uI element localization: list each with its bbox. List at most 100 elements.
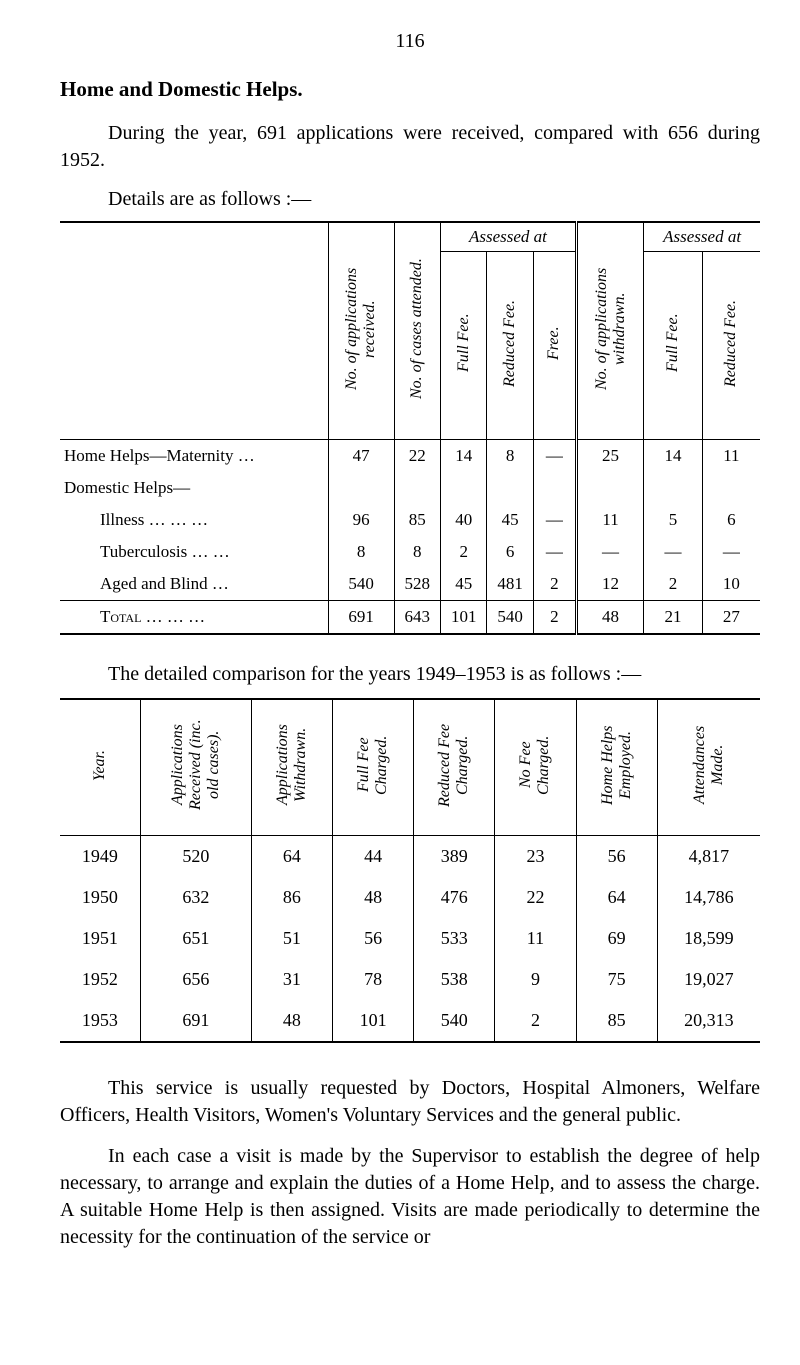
col-apps-received: Applications Received (inc. old cases). <box>169 710 223 820</box>
cell: 18,599 <box>657 918 760 959</box>
table-row: 1949520644438923564,817 <box>60 836 760 878</box>
cell: 101 <box>440 601 486 635</box>
cell: 44 <box>333 836 414 878</box>
cell: 45 <box>440 568 486 601</box>
row-label: Home Helps—Maternity … <box>60 440 328 473</box>
col-assessed-at-b: Assessed at <box>644 222 760 252</box>
table-row-total: Total … … … 691 643 101 540 2 48 21 27 <box>60 601 760 635</box>
cell: 64 <box>576 877 657 918</box>
col-full-fee: Full Fee Charged. <box>355 710 391 820</box>
cell: 10 <box>702 568 760 601</box>
cell: 56 <box>576 836 657 878</box>
cell: 20,313 <box>657 1000 760 1042</box>
col-cases-attended: No. of cases attended. <box>406 244 428 414</box>
body-paragraph-1: This service is usually requested by Doc… <box>60 1075 760 1129</box>
cell: 6 <box>487 536 533 568</box>
cell: 1951 <box>60 918 140 959</box>
cell: 8 <box>394 536 440 568</box>
col-apps-withdrawn: Applications Withdrawn. <box>274 710 310 820</box>
comparison-line: The detailed comparison for the years 19… <box>60 663 760 686</box>
table-row: 19506328648476226414,786 <box>60 877 760 918</box>
cell: 8 <box>487 440 533 473</box>
cell: — <box>533 536 576 568</box>
table-row: 19516515156533116918,599 <box>60 918 760 959</box>
cell: 11 <box>495 918 576 959</box>
cell: 538 <box>414 959 495 1000</box>
cell: 56 <box>333 918 414 959</box>
table-row: Illness … … … 96 85 40 45 — 11 5 6 <box>60 504 760 536</box>
cell: 2 <box>495 1000 576 1042</box>
col-attendances: Attendances Made. <box>691 710 727 820</box>
cell: 6 <box>702 504 760 536</box>
cell: 69 <box>576 918 657 959</box>
cell: 85 <box>394 504 440 536</box>
cell: 540 <box>414 1000 495 1042</box>
cell: 528 <box>394 568 440 601</box>
cell: 2 <box>533 568 576 601</box>
summary-table: No. of applications received. No. of cas… <box>60 221 760 635</box>
cell: 48 <box>333 877 414 918</box>
cell: 21 <box>644 601 703 635</box>
col-assessed-at-a: Assessed at <box>440 222 576 252</box>
col-reduced-fee: Reduced Fee Charged. <box>436 710 472 820</box>
cell: 1953 <box>60 1000 140 1042</box>
cell: — <box>702 536 760 568</box>
cell: 75 <box>576 959 657 1000</box>
body-paragraph-2: In each case a visit is made by the Supe… <box>60 1143 760 1251</box>
cell: 47 <box>328 440 394 473</box>
comparison-table: Year. Applications Received (inc. old ca… <box>60 698 760 1043</box>
cell: 11 <box>702 440 760 473</box>
cell: 643 <box>394 601 440 635</box>
col-free-a: Free. <box>543 258 565 428</box>
cell: 632 <box>140 877 251 918</box>
cell: 1952 <box>60 959 140 1000</box>
cell: 51 <box>251 918 332 959</box>
row-label: Tuberculosis … … <box>60 536 328 568</box>
cell: 12 <box>576 568 643 601</box>
cell: 540 <box>328 568 394 601</box>
cell: 23 <box>495 836 576 878</box>
cell: 86 <box>251 877 332 918</box>
details-line: Details are as follows :— <box>60 188 760 211</box>
cell: 96 <box>328 504 394 536</box>
cell: 85 <box>576 1000 657 1042</box>
cell: 19,027 <box>657 959 760 1000</box>
table-row: Home Helps—Maternity … 47 22 14 8 — 25 1… <box>60 440 760 473</box>
col-reduced-fee-b: Reduced Fee. <box>720 258 742 428</box>
col-full-fee-a: Full Fee. <box>453 258 475 428</box>
cell: — <box>533 504 576 536</box>
cell: 14 <box>644 440 703 473</box>
cell: 40 <box>440 504 486 536</box>
col-apps-withdrawn: No. of applications withdrawn. <box>591 244 631 414</box>
col-home-helps: Home Helps Employed. <box>599 710 635 820</box>
cell: 8 <box>328 536 394 568</box>
col-no-fee: No Fee Charged. <box>517 710 553 820</box>
cell: 389 <box>414 836 495 878</box>
row-label: Total … … … <box>60 601 328 635</box>
col-apps-received: No. of applications received. <box>341 244 381 414</box>
cell: 691 <box>140 1000 251 1042</box>
cell: 540 <box>487 601 533 635</box>
cell: — <box>644 536 703 568</box>
table-row: Tuberculosis … … 8 8 2 6 — — — — <box>60 536 760 568</box>
table-row: 19536914810154028520,313 <box>60 1000 760 1042</box>
cell: 22 <box>394 440 440 473</box>
cell: 520 <box>140 836 251 878</box>
cell: 64 <box>251 836 332 878</box>
table-row: Aged and Blind … 540 528 45 481 2 12 2 1… <box>60 568 760 601</box>
cell: 48 <box>251 1000 332 1042</box>
cell: 656 <box>140 959 251 1000</box>
cell: 31 <box>251 959 332 1000</box>
cell: 481 <box>487 568 533 601</box>
cell: 78 <box>333 959 414 1000</box>
row-label: Illness … … … <box>60 504 328 536</box>
cell: 651 <box>140 918 251 959</box>
cell: 22 <box>495 877 576 918</box>
cell: 14 <box>440 440 486 473</box>
cell: 476 <box>414 877 495 918</box>
cell: 533 <box>414 918 495 959</box>
section-heading: Home and Domestic Helps. <box>60 77 760 102</box>
cell: 48 <box>576 601 643 635</box>
cell: 2 <box>644 568 703 601</box>
cell: — <box>576 536 643 568</box>
